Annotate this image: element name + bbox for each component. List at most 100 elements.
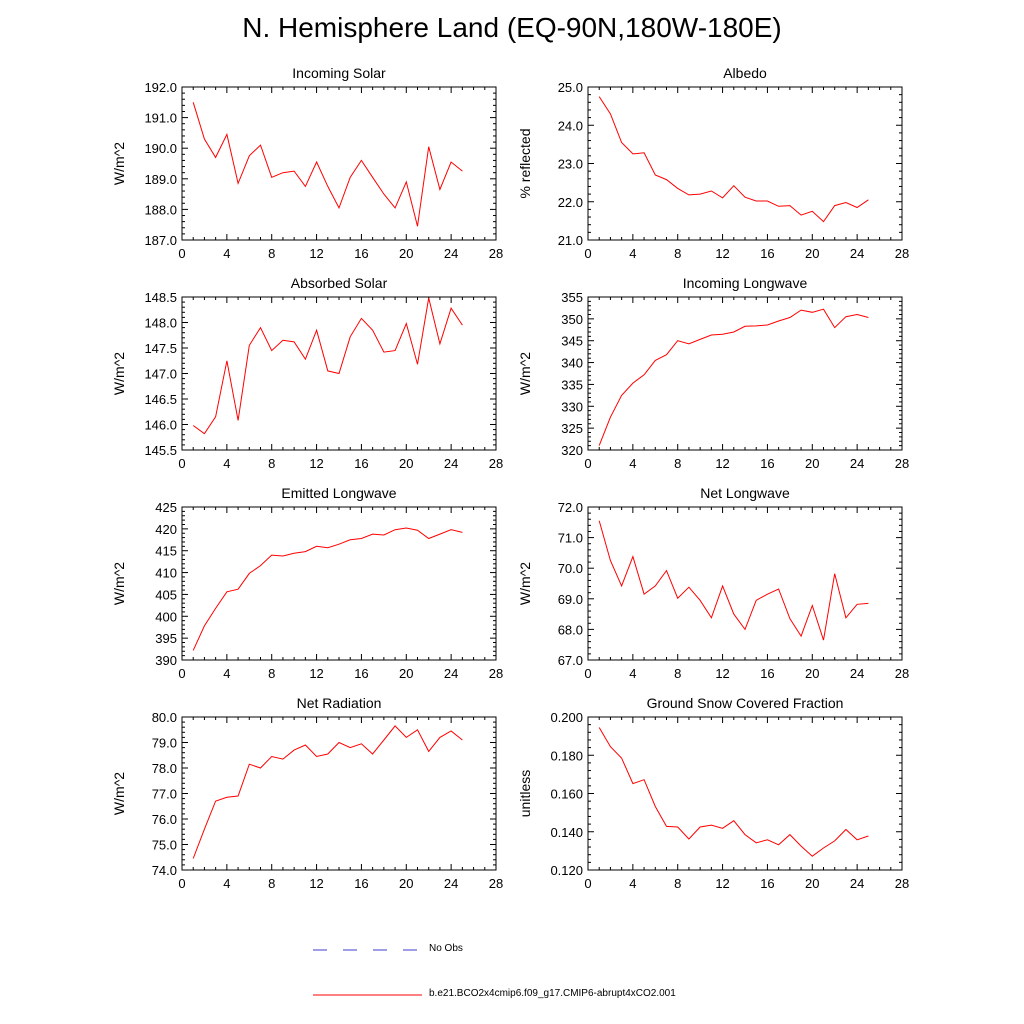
- net-radiation-x-tick-label: 20: [399, 876, 413, 891]
- legend-obs-label: No Obs: [429, 943, 463, 954]
- absorbed-solar-x-tick-label: 0: [178, 456, 185, 471]
- absorbed-solar-panel-title: Absorbed Solar: [291, 275, 388, 291]
- absorbed-solar-y-tick-label: 147.0: [144, 367, 177, 382]
- incoming-longwave-y-tick-label: 350: [561, 312, 583, 327]
- incoming-solar-x-tick-label: 28: [489, 246, 503, 261]
- net-longwave-plot-frame: [587, 506, 903, 661]
- net-longwave-x-tick-label: 24: [850, 666, 864, 681]
- albedo-x-tick-label: 8: [674, 246, 681, 261]
- net-radiation-x-tick-label: 4: [223, 876, 230, 891]
- emitted-longwave-x-tick-label: 28: [489, 666, 503, 681]
- ground-snow-covered-fraction-x-tick-label: 4: [629, 876, 636, 891]
- albedo-x-tick-label: 28: [895, 246, 909, 261]
- albedo-plot-frame: [587, 86, 903, 241]
- incoming-longwave-x-tick-label: 20: [805, 456, 819, 471]
- incoming-longwave-y-tick-label: 355: [561, 290, 583, 305]
- ground-snow-covered-fraction-x-tick-label: 8: [674, 876, 681, 891]
- albedo-y-tick-label: 23.0: [558, 157, 583, 172]
- figure-title: N. Hemisphere Land (EQ-90N,180W-180E): [242, 12, 782, 43]
- emitted-longwave-plot-frame: [181, 506, 497, 661]
- chart-panel-albedo: Albedo % reflected 0 4 8 12 16 20 24 28 21.0 22.0 23…: [517, 65, 909, 261]
- chart-panel-absorbed-solar: Absorbed Solar W/m^2 0 4 8 12 16 20 24 28 145.5 146…: [111, 275, 503, 471]
- incoming-solar-x-tick-label: 8: [268, 246, 275, 261]
- net-radiation-y-tick-label: 77.0: [152, 787, 177, 802]
- incoming-solar-y-axis-label: W/m^2: [111, 142, 127, 185]
- net-radiation-x-tick-label: 16: [354, 876, 368, 891]
- absorbed-solar-y-tick-label: 148.0: [144, 316, 177, 331]
- absorbed-solar-x-tick-label: 20: [399, 456, 413, 471]
- ground-snow-covered-fraction-plot-frame: [587, 716, 903, 871]
- emitted-longwave-x-tick-label: 4: [223, 666, 230, 681]
- net-radiation-y-tick-label: 79.0: [152, 736, 177, 751]
- chart-panel-emitted-longwave: Emitted Longwave W/m^2 0 4 8 12 16 20 24 28 390 395…: [111, 485, 503, 681]
- albedo-x-tick-label: 4: [629, 246, 636, 261]
- ground-snow-covered-fraction-x-tick-label: 28: [895, 876, 909, 891]
- legend-model-swatch: [313, 994, 422, 996]
- chart-panel-net-radiation: Net Radiation W/m^2 0 4 8 12 16 20 24 28 74.0 75.0 7…: [111, 695, 503, 891]
- incoming-solar-data-line: [192, 102, 463, 227]
- ground-snow-covered-fraction-y-tick-label: 0.120: [550, 863, 583, 878]
- absorbed-solar-y-tick-label: 146.0: [144, 418, 177, 433]
- absorbed-solar-x-tick-label: 24: [444, 456, 458, 471]
- ground-snow-covered-fraction-data-line: [598, 727, 869, 857]
- legend-model-label: b.e21.BCO2x4cmip6.f09_g17.CMIP6-abrupt4x…: [429, 988, 676, 999]
- net-longwave-y-tick-label: 68.0: [558, 622, 583, 637]
- absorbed-solar-x-tick-label: 28: [489, 456, 503, 471]
- emitted-longwave-data-line: [192, 527, 463, 651]
- net-radiation-y-tick-label: 74.0: [152, 863, 177, 878]
- emitted-longwave-panel-title: Emitted Longwave: [281, 485, 396, 501]
- net-radiation-panel-title: Net Radiation: [297, 695, 382, 711]
- legend-obs-swatch: [313, 949, 422, 951]
- net-longwave-y-tick-label: 71.0: [558, 531, 583, 546]
- incoming-longwave-y-tick-label: 335: [561, 377, 583, 392]
- absorbed-solar-y-tick-label: 145.5: [144, 443, 177, 458]
- ground-snow-covered-fraction-x-tick-label: 16: [760, 876, 774, 891]
- ground-snow-covered-fraction-y-tick-label: 0.200: [550, 710, 583, 725]
- albedo-x-tick-label: 24: [850, 246, 864, 261]
- absorbed-solar-data-line: [192, 297, 463, 435]
- albedo-x-tick-label: 16: [760, 246, 774, 261]
- albedo-y-tick-label: 21.0: [558, 233, 583, 248]
- ground-snow-covered-fraction-x-tick-label: 0: [584, 876, 591, 891]
- ground-snow-covered-fraction-panel-title: Ground Snow Covered Fraction: [647, 695, 844, 711]
- net-radiation-x-tick-label: 28: [489, 876, 503, 891]
- albedo-y-tick-label: 22.0: [558, 195, 583, 210]
- emitted-longwave-y-axis-label: W/m^2: [111, 562, 127, 605]
- ground-snow-covered-fraction-y-tick-label: 0.160: [550, 787, 583, 802]
- albedo-y-tick-label: 24.0: [558, 118, 583, 133]
- absorbed-solar-y-tick-label: 147.5: [144, 341, 177, 356]
- net-radiation-x-tick-label: 12: [309, 876, 323, 891]
- incoming-solar-y-tick-label: 187.0: [144, 233, 177, 248]
- incoming-longwave-x-tick-label: 8: [674, 456, 681, 471]
- incoming-solar-x-tick-label: 24: [444, 246, 458, 261]
- incoming-longwave-data-line: [598, 308, 869, 446]
- incoming-solar-x-tick-label: 12: [309, 246, 323, 261]
- emitted-longwave-y-tick-label: 420: [155, 522, 177, 537]
- absorbed-solar-y-axis-label: W/m^2: [111, 352, 127, 395]
- incoming-solar-panel-title: Incoming Solar: [292, 65, 386, 81]
- net-longwave-y-tick-label: 70.0: [558, 561, 583, 576]
- net-longwave-y-tick-label: 67.0: [558, 653, 583, 668]
- emitted-longwave-y-tick-label: 400: [155, 609, 177, 624]
- incoming-solar-y-tick-label: 190.0: [144, 141, 177, 156]
- net-radiation-plot-frame: [181, 716, 497, 871]
- emitted-longwave-y-tick-label: 390: [155, 653, 177, 668]
- incoming-solar-y-tick-label: 191.0: [144, 111, 177, 126]
- absorbed-solar-x-tick-label: 12: [309, 456, 323, 471]
- net-longwave-data-line: [598, 520, 869, 641]
- net-radiation-data-line: [192, 725, 463, 859]
- albedo-y-tick-label: 25.0: [558, 80, 583, 95]
- incoming-longwave-y-tick-label: 345: [561, 334, 583, 349]
- net-radiation-x-tick-label: 0: [178, 876, 185, 891]
- incoming-longwave-y-tick-label: 340: [561, 356, 583, 371]
- chart-panel-incoming-longwave: Incoming Longwave W/m^2 0 4 8 12 16 20 24 28 320 32…: [517, 275, 909, 471]
- net-longwave-x-tick-label: 28: [895, 666, 909, 681]
- emitted-longwave-y-tick-label: 405: [155, 587, 177, 602]
- net-radiation-y-tick-label: 75.0: [152, 838, 177, 853]
- ground-snow-covered-fraction-x-tick-label: 12: [715, 876, 729, 891]
- net-longwave-x-tick-label: 12: [715, 666, 729, 681]
- chart-panel-ground-snow-covered-fraction: Ground Snow Covered Fraction unitless 0 4 8 1…: [517, 695, 909, 891]
- incoming-longwave-y-tick-label: 320: [561, 443, 583, 458]
- absorbed-solar-y-tick-label: 148.5: [144, 290, 177, 305]
